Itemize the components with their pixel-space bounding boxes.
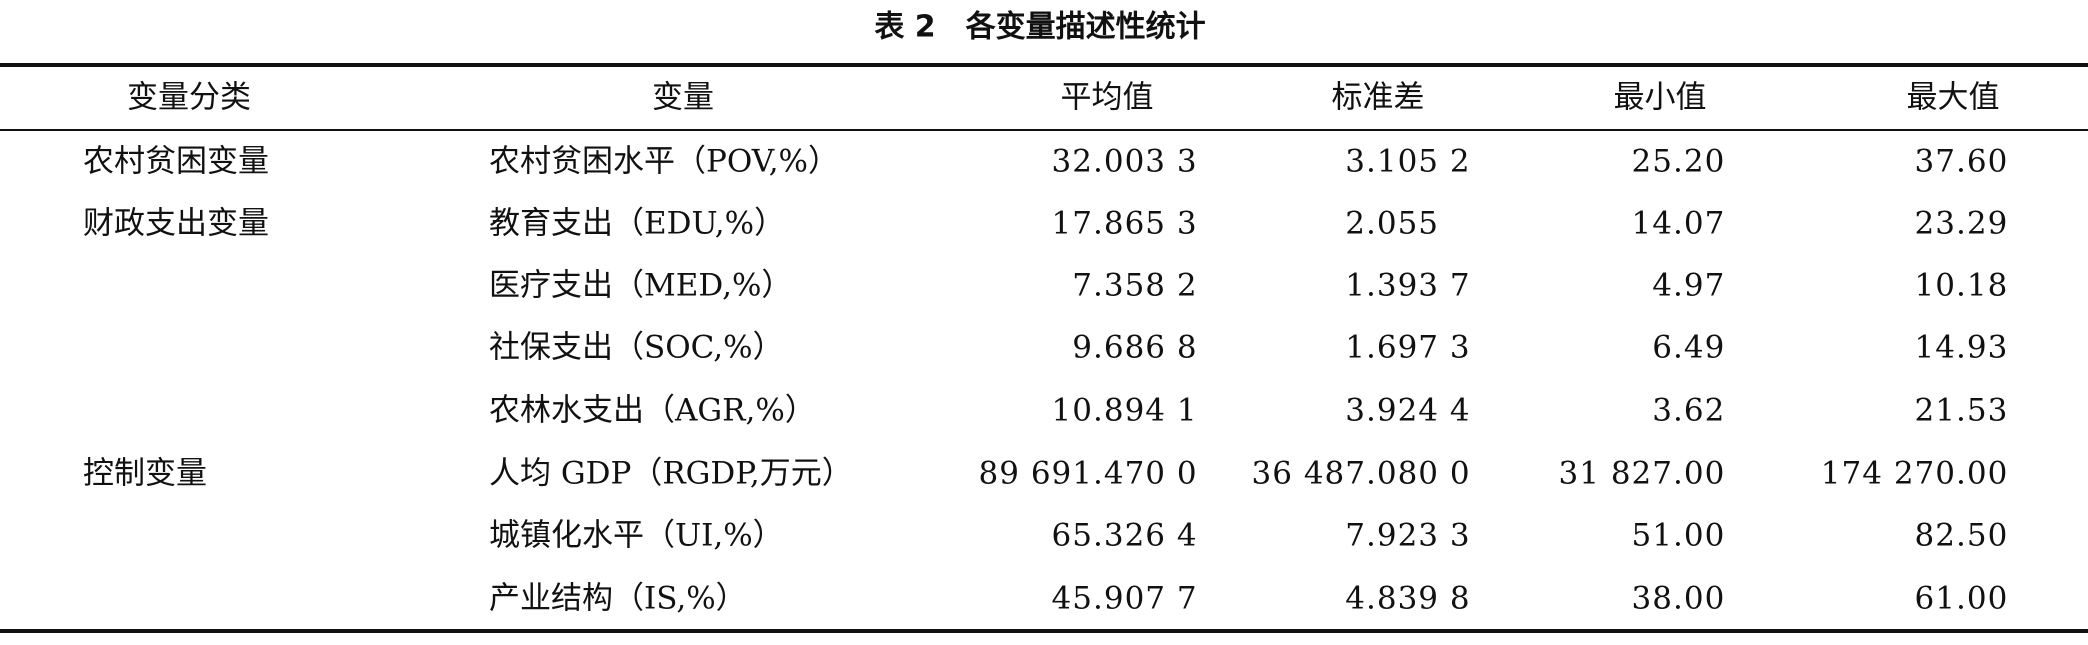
number-cell: 25.20 <box>1632 144 1726 180</box>
variable-cell: 社保支出（SOC,%） <box>489 330 784 366</box>
header-cell: 变量 <box>652 80 714 116</box>
header-cell: 最大值 <box>1907 80 2000 116</box>
variable-cell: 人均 GDP（RGDP,万元） <box>489 456 853 492</box>
number-cell: 65.326 4 <box>1052 518 1198 554</box>
number-cell: 21.53 <box>1915 393 2009 429</box>
number-cell: 4.97 <box>1652 268 1725 304</box>
variable-cell: 城镇化水平（UI,%） <box>489 518 784 554</box>
number-cell: 1.697 3 <box>1345 330 1470 366</box>
table-title: 表 2 各变量描述性统计 <box>874 10 1205 45</box>
variable-cell: 教育支出（EDU,%） <box>489 206 785 242</box>
category-cell: 控制变量 <box>83 456 207 492</box>
number-cell: 17.865 3 <box>1052 206 1198 242</box>
number-cell: 174 270.00 <box>1821 456 2009 492</box>
number-cell: 31 827.00 <box>1559 456 1726 492</box>
number-cell: 14.93 <box>1915 330 2009 366</box>
number-cell: 14.07 <box>1632 206 1726 242</box>
number-cell: 23.29 <box>1915 206 2009 242</box>
variable-cell: 医疗支出（MED,%） <box>489 268 792 304</box>
number-cell: 82.50 <box>1915 518 2009 554</box>
number-cell: 10.18 <box>1915 268 2009 304</box>
number-cell: 3.62 <box>1652 393 1725 429</box>
header-cell: 平均值 <box>1061 80 1154 116</box>
category-cell: 农村贫困变量 <box>83 144 269 180</box>
number-cell: 51.00 <box>1632 518 1726 554</box>
number-cell: 9.686 8 <box>1072 330 1197 366</box>
header-cell: 标准差 <box>1332 80 1425 116</box>
number-cell: 7.358 2 <box>1072 268 1197 304</box>
header-cell: 变量分类 <box>127 80 251 116</box>
number-cell: 7.923 3 <box>1345 518 1470 554</box>
number-cell: 38.00 <box>1632 581 1726 617</box>
variable-cell: 农林水支出（AGR,%） <box>489 393 816 429</box>
number-cell: 6.49 <box>1652 330 1725 366</box>
number-cell: 32.003 3 <box>1052 144 1198 180</box>
number-cell: 36 487.080 0 <box>1252 456 1471 492</box>
number-cell: 37.60 <box>1915 144 2009 180</box>
number-cell: 2.055 <box>1345 206 1439 242</box>
number-cell: 4.839 8 <box>1345 581 1470 617</box>
number-cell: 61.00 <box>1915 581 2009 617</box>
number-cell: 89 691.470 0 <box>979 456 1198 492</box>
variable-cell: 产业结构（IS,%） <box>489 581 747 617</box>
number-cell: 45.907 7 <box>1052 581 1198 617</box>
category-cell: 财政支出变量 <box>83 206 269 242</box>
header-cell: 最小值 <box>1614 80 1707 116</box>
number-cell: 10.894 1 <box>1052 393 1198 429</box>
number-cell: 3.105 2 <box>1345 144 1470 180</box>
variable-cell: 农村贫困水平（POV,%） <box>489 144 839 180</box>
number-cell: 1.393 7 <box>1345 268 1470 304</box>
number-cell: 3.924 4 <box>1345 393 1470 429</box>
